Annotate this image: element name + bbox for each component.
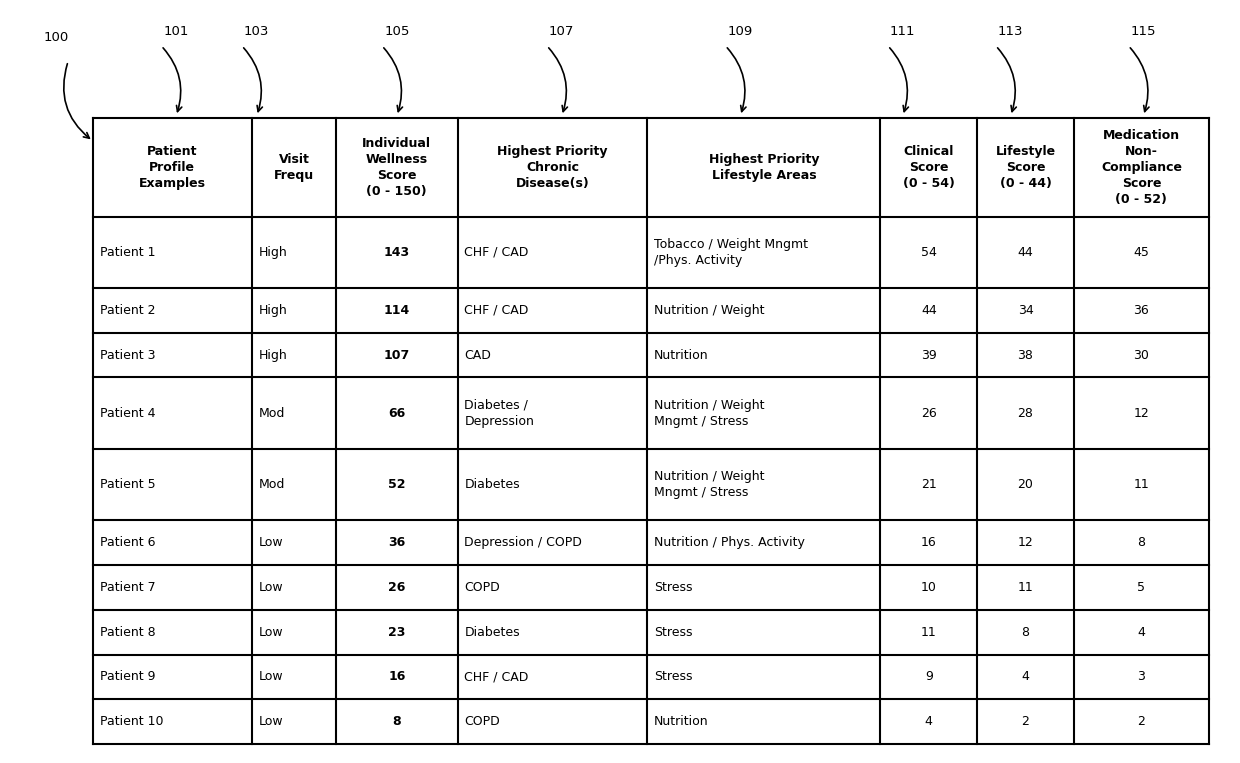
Text: Mod: Mod — [258, 478, 285, 491]
Text: 4: 4 — [1022, 671, 1029, 684]
Text: Patient 3: Patient 3 — [99, 349, 155, 362]
Text: CHF / CAD: CHF / CAD — [464, 671, 528, 684]
Text: CHF / CAD: CHF / CAD — [464, 246, 528, 259]
Text: Depression / COPD: Depression / COPD — [464, 536, 582, 549]
Text: Clinical
Score
(0 - 54): Clinical Score (0 - 54) — [903, 145, 955, 190]
Text: Patient
Profile
Examples: Patient Profile Examples — [139, 145, 206, 190]
Text: Diabetes: Diabetes — [464, 478, 520, 491]
Text: CHF / CAD: CHF / CAD — [464, 304, 528, 317]
Text: 34: 34 — [1018, 304, 1033, 317]
Text: 103: 103 — [244, 25, 269, 38]
Text: Visit
Frequ: Visit Frequ — [274, 153, 314, 182]
Text: High: High — [258, 246, 288, 259]
Text: Tobacco / Weight Mngmt
/Phys. Activity: Tobacco / Weight Mngmt /Phys. Activity — [653, 238, 808, 267]
Text: Patient 5: Patient 5 — [99, 478, 155, 491]
Text: 100: 100 — [43, 31, 68, 43]
Text: 107: 107 — [383, 349, 410, 362]
Text: Patient 10: Patient 10 — [99, 715, 164, 728]
Text: 2: 2 — [1137, 715, 1146, 728]
Text: Patient 8: Patient 8 — [99, 626, 155, 639]
Text: 12: 12 — [1133, 407, 1149, 420]
Text: Patient 9: Patient 9 — [99, 671, 155, 684]
Text: High: High — [258, 304, 288, 317]
Text: Mod: Mod — [258, 407, 285, 420]
Text: Low: Low — [258, 626, 283, 639]
Text: Low: Low — [258, 715, 283, 728]
Text: 9: 9 — [925, 671, 932, 684]
Text: 52: 52 — [388, 478, 405, 491]
Text: 26: 26 — [921, 407, 936, 420]
Text: 39: 39 — [921, 349, 936, 362]
Text: Nutrition / Weight
Mngmt / Stress: Nutrition / Weight Mngmt / Stress — [653, 399, 765, 428]
Text: 20: 20 — [1018, 478, 1033, 491]
Text: Stress: Stress — [653, 626, 692, 639]
Text: 111: 111 — [890, 25, 915, 38]
Text: 8: 8 — [393, 715, 401, 728]
Text: 11: 11 — [1018, 581, 1033, 594]
Text: 28: 28 — [1018, 407, 1033, 420]
Text: 11: 11 — [921, 626, 936, 639]
Text: 115: 115 — [1131, 25, 1156, 38]
Text: Low: Low — [258, 536, 283, 549]
Text: Nutrition / Weight: Nutrition / Weight — [653, 304, 765, 317]
Text: 44: 44 — [921, 304, 936, 317]
Text: Patient 4: Patient 4 — [99, 407, 155, 420]
Text: High: High — [258, 349, 288, 362]
Text: 44: 44 — [1018, 246, 1033, 259]
Text: 11: 11 — [1133, 478, 1149, 491]
Text: 143: 143 — [383, 246, 410, 259]
Text: Patient 6: Patient 6 — [99, 536, 155, 549]
Text: Stress: Stress — [653, 581, 692, 594]
Text: Nutrition: Nutrition — [653, 349, 708, 362]
Text: Lifestyle
Score
(0 - 44): Lifestyle Score (0 - 44) — [996, 145, 1055, 190]
Text: 16: 16 — [388, 671, 405, 684]
Text: 3: 3 — [1137, 671, 1146, 684]
Text: 114: 114 — [383, 304, 410, 317]
Text: Medication
Non-
Compliance
Score
(0 - 52): Medication Non- Compliance Score (0 - 52… — [1101, 129, 1182, 206]
Text: Low: Low — [258, 671, 283, 684]
Text: 8: 8 — [1022, 626, 1029, 639]
Text: 5: 5 — [1137, 581, 1146, 594]
Text: 36: 36 — [388, 536, 405, 549]
Text: Highest Priority
Lifestyle Areas: Highest Priority Lifestyle Areas — [708, 153, 820, 182]
Text: COPD: COPD — [464, 715, 500, 728]
Text: 12: 12 — [1018, 536, 1033, 549]
Text: CAD: CAD — [464, 349, 491, 362]
Text: 38: 38 — [1018, 349, 1033, 362]
Text: Low: Low — [258, 581, 283, 594]
Text: 30: 30 — [1133, 349, 1149, 362]
Text: 4: 4 — [925, 715, 932, 728]
Text: Nutrition: Nutrition — [653, 715, 708, 728]
Text: 66: 66 — [388, 407, 405, 420]
Text: Stress: Stress — [653, 671, 692, 684]
Text: 36: 36 — [1133, 304, 1149, 317]
Text: 26: 26 — [388, 581, 405, 594]
Text: COPD: COPD — [464, 581, 500, 594]
Text: 4: 4 — [1137, 626, 1146, 639]
Text: 113: 113 — [998, 25, 1023, 38]
Text: 101: 101 — [164, 25, 188, 38]
Text: 109: 109 — [728, 25, 753, 38]
Text: 45: 45 — [1133, 246, 1149, 259]
Text: Nutrition / Weight
Mngmt / Stress: Nutrition / Weight Mngmt / Stress — [653, 470, 765, 499]
Text: Patient 1: Patient 1 — [99, 246, 155, 259]
Text: Individual
Wellness
Score
(0 - 150): Individual Wellness Score (0 - 150) — [362, 137, 432, 198]
Text: 16: 16 — [921, 536, 936, 549]
Text: 10: 10 — [921, 581, 936, 594]
Text: 21: 21 — [921, 478, 936, 491]
Text: 107: 107 — [549, 25, 574, 38]
Text: Diabetes /
Depression: Diabetes / Depression — [464, 399, 534, 428]
Text: Diabetes: Diabetes — [464, 626, 520, 639]
Text: 54: 54 — [921, 246, 936, 259]
Text: 23: 23 — [388, 626, 405, 639]
Text: Nutrition / Phys. Activity: Nutrition / Phys. Activity — [653, 536, 805, 549]
Text: 2: 2 — [1022, 715, 1029, 728]
Text: Patient 2: Patient 2 — [99, 304, 155, 317]
Text: 105: 105 — [384, 25, 409, 38]
Text: Patient 7: Patient 7 — [99, 581, 155, 594]
Text: Highest Priority
Chronic
Disease(s): Highest Priority Chronic Disease(s) — [497, 145, 608, 190]
Text: 8: 8 — [1137, 536, 1146, 549]
